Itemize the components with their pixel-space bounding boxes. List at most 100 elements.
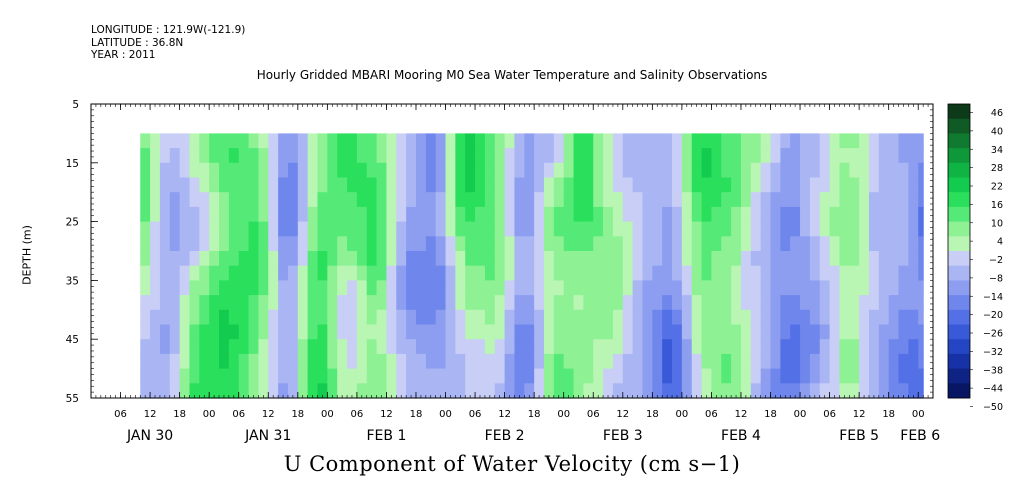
heatmap-cell (238, 133, 250, 149)
heatmap-cell (632, 162, 644, 179)
heatmap-cell (691, 206, 703, 223)
heatmap-cell (199, 368, 210, 384)
heatmap-cell (189, 177, 200, 193)
heatmap-cell (809, 162, 821, 179)
heatmap-cell (603, 177, 614, 193)
heatmap-cell (662, 295, 673, 311)
heatmap-cell (327, 324, 338, 340)
heatmap-cell (317, 383, 328, 399)
heatmap-cell (721, 148, 732, 164)
heatmap-cell (248, 368, 260, 384)
heatmap-cell (711, 133, 722, 149)
heatmap-cell (819, 295, 831, 311)
heatmap-cell (790, 177, 801, 193)
heatmap-cell (593, 133, 604, 149)
heatmap-cell (435, 324, 447, 340)
heatmap-cell (376, 251, 388, 267)
heatmap-cell (819, 324, 831, 340)
heatmap-cell (839, 383, 850, 399)
heatmap-cell (199, 280, 210, 296)
heatmap-cell (514, 162, 525, 179)
heatmap-cell (839, 339, 850, 355)
heatmap-cell (681, 251, 693, 267)
heatmap-cell (681, 177, 693, 193)
heatmap-cell (750, 295, 762, 311)
heatmap-cell (248, 324, 260, 340)
heatmap-cell (317, 324, 328, 340)
heatmap-cell (386, 221, 397, 237)
heatmap-cell (287, 280, 299, 296)
heatmap-cell (583, 236, 594, 252)
heatmap-cell (396, 177, 407, 193)
x-date-label: FEB 5 (839, 428, 879, 444)
heatmap-cell (573, 192, 584, 208)
heatmap-cell (209, 192, 220, 208)
heatmap-cell (327, 251, 338, 267)
heatmap-cell (209, 236, 220, 252)
heatmap-cell (898, 265, 909, 281)
heatmap-cell (376, 353, 388, 370)
heatmap-cell (435, 177, 447, 193)
heatmap-cell (691, 295, 703, 311)
heatmap-cell (337, 251, 348, 267)
heatmap-cell (465, 177, 476, 193)
heatmap-cell (612, 353, 624, 370)
heatmap-cell (189, 221, 200, 237)
heatmap-cell (849, 192, 860, 208)
heatmap-cell (701, 295, 713, 311)
heatmap-cell (632, 368, 644, 384)
heatmap-cell (672, 280, 683, 296)
heatmap-cell (563, 236, 575, 252)
heatmap-cell (415, 368, 427, 384)
heatmap-cell (740, 368, 752, 384)
heatmap-cell (878, 133, 890, 149)
heatmap-cell (721, 324, 732, 340)
heatmap-cell (878, 383, 890, 399)
heatmap-cell (415, 353, 427, 370)
heatmap-cell (287, 221, 299, 237)
heatmap-cell (278, 339, 289, 355)
heatmap-cell (859, 265, 870, 281)
heatmap-cell (918, 280, 924, 296)
heatmap-cell (563, 251, 575, 267)
heatmap-cell (583, 324, 594, 340)
heatmap-cell (691, 353, 703, 370)
heatmap-cell (918, 251, 924, 267)
heatmap-cell (593, 265, 604, 281)
heatmap-cell (672, 251, 683, 267)
heatmap-cell (386, 383, 397, 399)
heatmap-cell (445, 251, 456, 267)
heatmap-cell (809, 324, 821, 340)
heatmap-cell (711, 177, 722, 193)
heatmap-cell (140, 339, 151, 355)
heatmap-cell (435, 148, 447, 164)
heatmap-cell (238, 251, 250, 267)
heatmap-cell (859, 251, 870, 267)
heatmap-cell (780, 324, 791, 340)
heatmap-cell (800, 280, 811, 296)
heatmap-cell (878, 324, 890, 340)
heatmap-cell (504, 177, 516, 193)
heatmap-cell (258, 148, 269, 164)
heatmap-cell (356, 206, 368, 223)
heatmap-cell (553, 177, 565, 193)
heatmap-cell (612, 324, 624, 340)
heatmap-cell (406, 162, 417, 179)
colorbar-swatch (948, 295, 970, 311)
heatmap-cell (819, 280, 831, 296)
heatmap-cell (415, 162, 427, 179)
heatmap-cell (140, 309, 151, 326)
heatmap-cell (612, 177, 624, 193)
heatmap-cell (337, 339, 348, 355)
colorbar-swatch (948, 206, 970, 222)
heatmap-cell (504, 265, 516, 281)
heatmap-cell (406, 383, 417, 399)
heatmap-cell (307, 339, 319, 355)
heatmap-cell (603, 353, 614, 370)
heatmap-cell (878, 148, 890, 164)
heatmap-cell (691, 162, 703, 179)
x-date-label: FEB 1 (367, 428, 407, 444)
colorbar-label: −32 (983, 347, 1003, 358)
heatmap-cell (750, 192, 762, 208)
heatmap-cell (504, 353, 516, 370)
